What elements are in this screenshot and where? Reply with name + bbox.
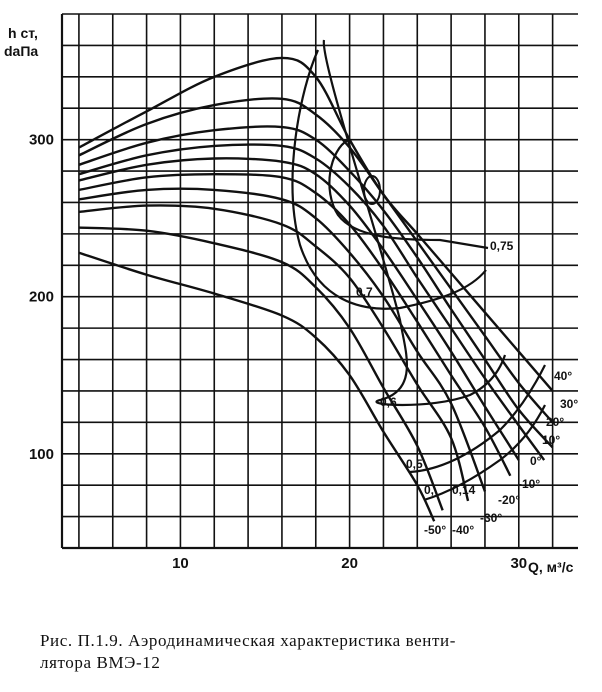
eff-label-small: 0, (424, 483, 434, 497)
eff-label-0-75: 0,75 (490, 239, 514, 253)
y-axis-label-line1: h ст, (8, 25, 38, 41)
curve-labels: 0,75 0,7 0,6 0,5 0,14 0, 40° 30° 20° 10°… (356, 239, 578, 537)
efficiency-contour-0-5 (409, 364, 546, 474)
angle-label-minus10: -10° (518, 477, 540, 491)
series-line-1 (78, 97, 554, 424)
angle-label-0: 0° (530, 454, 542, 468)
efficiency-contour-low (423, 404, 546, 502)
series-line-6 (78, 187, 487, 492)
x-tick-label: 30 (510, 555, 527, 572)
figure-caption: Рис. П.1.9. Аэродинамическая характерист… (40, 630, 590, 674)
series-line-5 (78, 172, 512, 477)
series-line-0 (78, 56, 554, 392)
series-line-3 (78, 143, 546, 461)
efficiency-contour-inner (363, 175, 381, 205)
angle-label-30: 30° (560, 397, 578, 411)
caption-line-1: Рис. П.1.9. Аэродинамическая характерист… (40, 631, 456, 650)
caption-line-2: лятора ВМЭ-12 (40, 653, 161, 672)
efficiency-contour-0-6 (322, 39, 507, 407)
x-axis-label: Q, м³/с (528, 559, 574, 575)
angle-label-20: 20° (546, 415, 564, 429)
angle-label-minus40: -40° (452, 523, 474, 537)
series-line-7 (78, 204, 470, 502)
efficiency-contour-0-8 (328, 139, 489, 250)
eff-label-0-6: 0,6 (380, 395, 397, 409)
efficiency-contour-0-7 (291, 49, 487, 310)
angle-label-minus50: -50° (424, 523, 446, 537)
fan-characteristic-chart: 10 20 30 100 200 300 h ст, daПа Q, м³/с 0,75 … (4, 13, 578, 575)
y-axis-label-line2: daПа (4, 43, 38, 59)
y-tick-label: 300 (29, 132, 54, 149)
eff-label-0-7: 0,7 (356, 285, 373, 299)
angle-label-40: 40° (554, 369, 572, 383)
y-tick-label: 100 (29, 446, 54, 463)
efficiency-contours (291, 39, 546, 502)
x-tick-label: 10 (172, 555, 189, 572)
eff-label-0-5: 0,5 (406, 457, 423, 471)
angle-label-minus20: -20° (498, 493, 520, 507)
series-line-8 (78, 226, 444, 511)
series-line-9 (78, 251, 436, 522)
eff-label-0-14: 0,14 (452, 483, 476, 497)
x-tick-label: 20 (341, 555, 358, 572)
y-tick-label: 200 (29, 289, 54, 306)
angle-label-minus30: -30° (480, 511, 502, 525)
angle-label-10: 10° (542, 433, 560, 447)
series-line-4 (78, 157, 520, 461)
